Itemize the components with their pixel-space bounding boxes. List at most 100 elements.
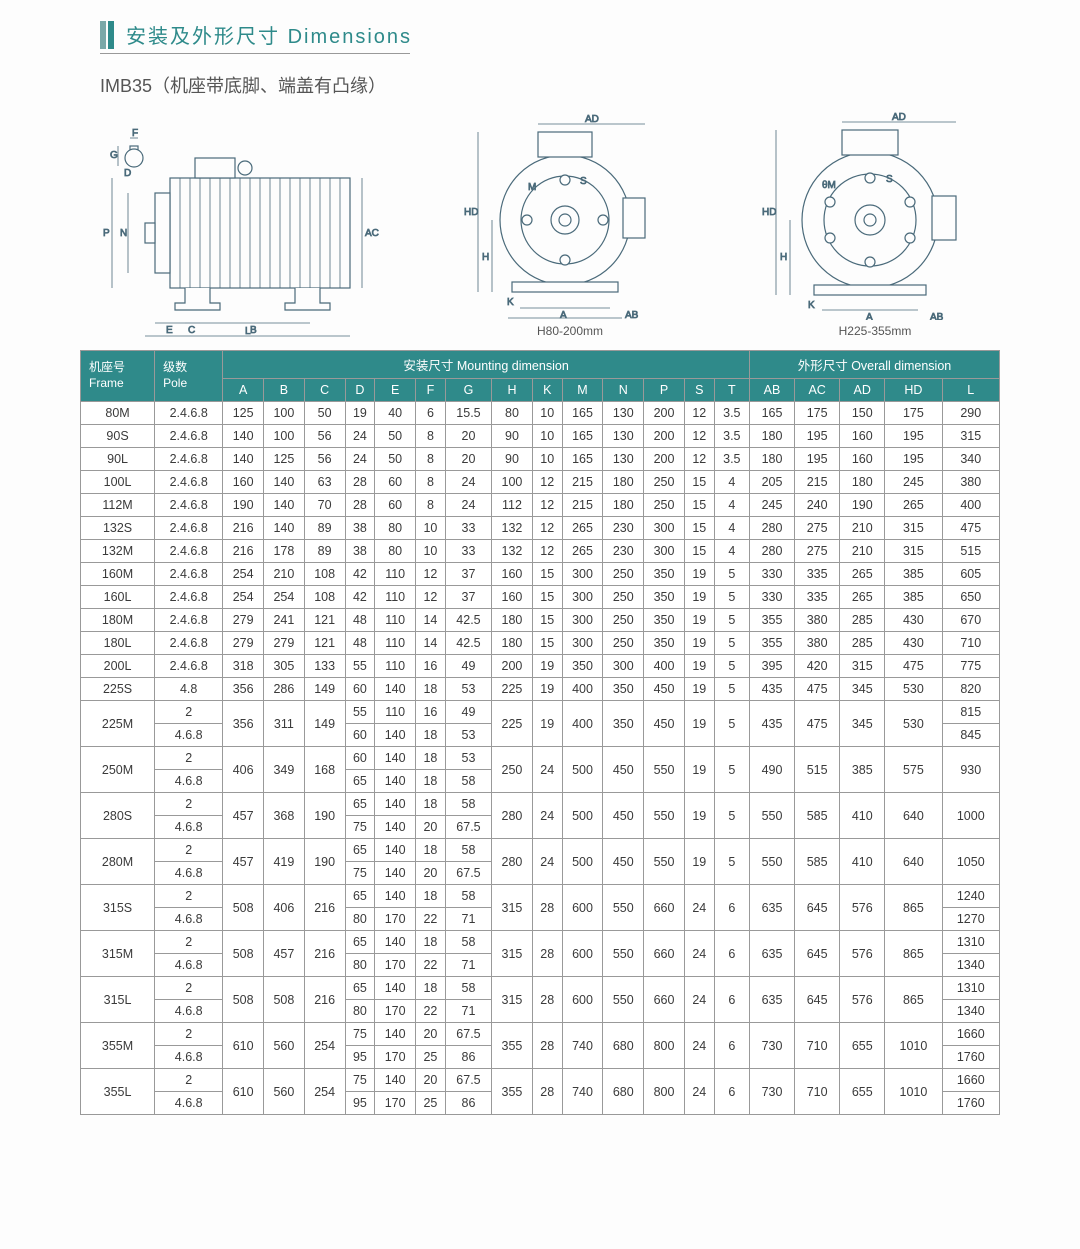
cell: 180 bbox=[603, 471, 644, 494]
cell: 245 bbox=[885, 471, 942, 494]
cell: 150 bbox=[840, 402, 885, 425]
cell: 6 bbox=[416, 402, 446, 425]
cell: 450 bbox=[644, 701, 685, 747]
cell: 3.5 bbox=[714, 448, 749, 471]
cell: 12 bbox=[416, 563, 446, 586]
col-P: P bbox=[644, 379, 685, 402]
table-row: 280M245741919065140185828024500450550195… bbox=[81, 839, 1000, 862]
cell: 140 bbox=[375, 1069, 416, 1092]
cell: 265 bbox=[840, 563, 885, 586]
cell: 2.4.6.8 bbox=[155, 425, 223, 448]
cell: 560 bbox=[264, 1023, 305, 1069]
svg-text:H: H bbox=[780, 252, 787, 263]
cell: 90S bbox=[81, 425, 155, 448]
cell: 530 bbox=[885, 678, 942, 701]
cell: 300 bbox=[644, 540, 685, 563]
cell: 90 bbox=[492, 448, 533, 471]
cell: 1310 bbox=[942, 931, 999, 954]
cell: 190 bbox=[223, 494, 264, 517]
cell: 28 bbox=[532, 977, 562, 1023]
cell: 24 bbox=[684, 885, 714, 931]
cell: 125 bbox=[264, 448, 305, 471]
svg-text:G: G bbox=[110, 150, 118, 161]
cell: 610 bbox=[223, 1023, 264, 1069]
cell: 12 bbox=[684, 402, 714, 425]
cell: 170 bbox=[375, 1046, 416, 1069]
cell: 12 bbox=[532, 494, 562, 517]
cell: 865 bbox=[885, 885, 942, 931]
cell: 56 bbox=[304, 448, 345, 471]
col-C: C bbox=[304, 379, 345, 402]
cell: 112 bbox=[492, 494, 533, 517]
cell: 140 bbox=[264, 517, 305, 540]
cell: 508 bbox=[264, 977, 305, 1023]
cell: 24 bbox=[445, 471, 491, 494]
cell: 670 bbox=[942, 609, 999, 632]
cell: 112M bbox=[81, 494, 155, 517]
cell: 225M bbox=[81, 701, 155, 747]
cell: 4 bbox=[714, 494, 749, 517]
cell: 4.8 bbox=[155, 678, 223, 701]
col-A: A bbox=[223, 379, 264, 402]
cell: 140 bbox=[375, 747, 416, 770]
cell: 1000 bbox=[942, 793, 999, 839]
table-row: 200L2.4.6.831830513355110164920019350300… bbox=[81, 655, 1000, 678]
cell: 180M bbox=[81, 609, 155, 632]
cell: 300 bbox=[603, 655, 644, 678]
cell: 132S bbox=[81, 517, 155, 540]
cell: 430 bbox=[885, 609, 942, 632]
cell: 350 bbox=[644, 586, 685, 609]
cell: 19 bbox=[345, 402, 375, 425]
cell: 650 bbox=[942, 586, 999, 609]
cell: 2.4.6.8 bbox=[155, 448, 223, 471]
table-row: 160M2.4.6.825421010842110123716015300250… bbox=[81, 563, 1000, 586]
cell: 58 bbox=[445, 885, 491, 908]
cell: 560 bbox=[264, 1069, 305, 1115]
cell: 160M bbox=[81, 563, 155, 586]
cell: 350 bbox=[562, 655, 603, 678]
cell: 4.6.8 bbox=[155, 1092, 223, 1115]
cell: 2.4.6.8 bbox=[155, 609, 223, 632]
cell: 250 bbox=[603, 563, 644, 586]
cell: 315 bbox=[840, 655, 885, 678]
svg-text:AD: AD bbox=[585, 114, 599, 125]
cell: 2.4.6.8 bbox=[155, 540, 223, 563]
cell: 250 bbox=[603, 632, 644, 655]
cell: 4 bbox=[714, 471, 749, 494]
cell: 80 bbox=[492, 402, 533, 425]
cell: 410 bbox=[840, 839, 885, 885]
cell: 3.5 bbox=[714, 425, 749, 448]
cell: 15.5 bbox=[445, 402, 491, 425]
cell: 450 bbox=[603, 793, 644, 839]
cell: 508 bbox=[223, 931, 264, 977]
cell: 300 bbox=[562, 632, 603, 655]
table-row: 100L2.4.6.816014063286082410012215180250… bbox=[81, 471, 1000, 494]
cell: 216 bbox=[304, 885, 345, 931]
cell: 1010 bbox=[885, 1023, 942, 1069]
cell: 25 bbox=[416, 1092, 446, 1115]
cell: 285 bbox=[840, 609, 885, 632]
cell: 149 bbox=[304, 701, 345, 747]
cell: 330 bbox=[749, 586, 794, 609]
cell: 254 bbox=[223, 563, 264, 586]
cell: 125 bbox=[223, 402, 264, 425]
cell: 18 bbox=[416, 770, 446, 793]
cell: 4.6.8 bbox=[155, 1000, 223, 1023]
cell: 2.4.6.8 bbox=[155, 494, 223, 517]
cell: 10 bbox=[532, 425, 562, 448]
cell: 90L bbox=[81, 448, 155, 471]
cell: 19 bbox=[684, 609, 714, 632]
svg-text:S: S bbox=[886, 174, 893, 185]
col-L: L bbox=[942, 379, 999, 402]
cell: 180 bbox=[749, 425, 794, 448]
cell: 740 bbox=[562, 1023, 603, 1069]
cell: 170 bbox=[375, 908, 416, 931]
cell: 22 bbox=[416, 954, 446, 977]
cell: 5 bbox=[714, 632, 749, 655]
cell: 14 bbox=[416, 632, 446, 655]
cell: 200 bbox=[492, 655, 533, 678]
cell: 149 bbox=[304, 678, 345, 701]
cell: 24 bbox=[684, 1069, 714, 1115]
svg-text:A: A bbox=[866, 312, 873, 320]
col-K: K bbox=[532, 379, 562, 402]
